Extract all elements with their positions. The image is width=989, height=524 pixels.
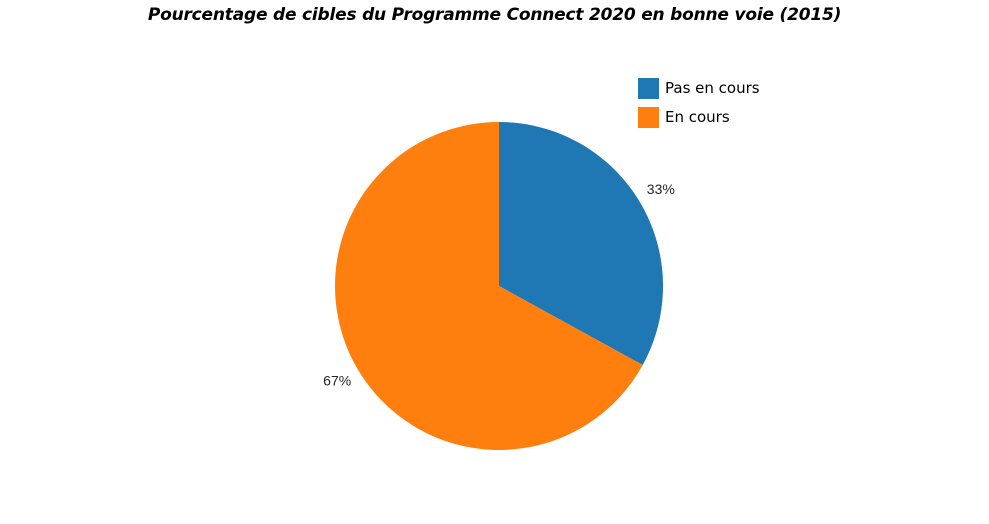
legend: Pas en cours En cours: [638, 77, 760, 135]
slice-label-pas-en-cours: 33%: [647, 181, 675, 197]
slice-label-en-cours: 67%: [323, 372, 351, 388]
pie-slice-labels: 33% 67%: [323, 181, 675, 388]
legend-label-en-cours: En cours: [665, 108, 730, 126]
pie-slices: [334, 122, 663, 450]
pie-slice-pas-en-cours: [499, 122, 663, 366]
legend-swatch-en-cours: [638, 106, 659, 128]
legend-swatch-pas-en-cours: [638, 77, 659, 99]
legend-item-pas-en-cours: Pas en cours: [638, 77, 760, 99]
pie-slice-en-cours: [334, 122, 643, 450]
legend-item-en-cours: En cours: [638, 106, 760, 128]
legend-label-pas-en-cours: Pas en cours: [665, 79, 760, 97]
chart-title: Pourcentage de cibles du Programme Conne…: [147, 5, 842, 25]
